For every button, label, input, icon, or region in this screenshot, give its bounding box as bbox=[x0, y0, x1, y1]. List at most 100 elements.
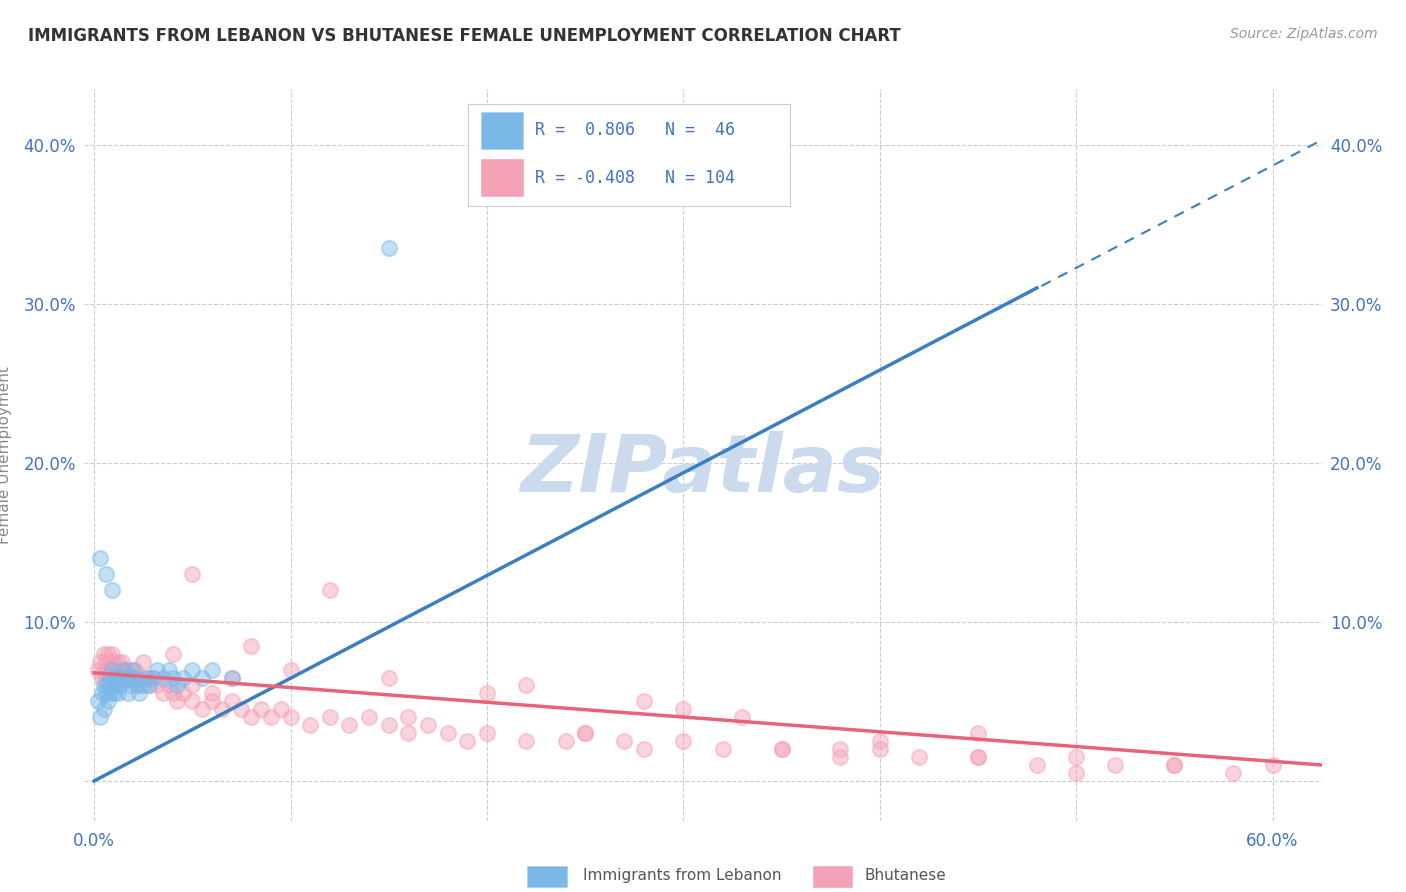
Point bbox=[111, 655, 134, 669]
Point bbox=[98, 655, 121, 669]
Point bbox=[101, 663, 124, 677]
Point bbox=[162, 671, 184, 685]
Point bbox=[260, 710, 283, 724]
Point bbox=[118, 663, 141, 677]
Point bbox=[830, 750, 852, 764]
Point bbox=[93, 647, 115, 661]
Text: ZIPatlas: ZIPatlas bbox=[520, 431, 886, 508]
Point bbox=[94, 686, 117, 700]
Point bbox=[101, 583, 124, 598]
Y-axis label: Female Unemployment: Female Unemployment bbox=[0, 366, 13, 544]
Point bbox=[221, 671, 243, 685]
Point bbox=[101, 647, 124, 661]
Point bbox=[240, 639, 263, 653]
Point bbox=[98, 686, 121, 700]
Point bbox=[111, 671, 134, 685]
Point bbox=[138, 678, 160, 692]
Point bbox=[142, 671, 165, 685]
Point bbox=[221, 694, 243, 708]
Point bbox=[574, 726, 596, 740]
Point bbox=[967, 750, 990, 764]
Point bbox=[1163, 758, 1185, 772]
Point bbox=[231, 702, 253, 716]
Point bbox=[967, 726, 990, 740]
Point bbox=[770, 742, 793, 756]
Point bbox=[166, 694, 188, 708]
Point bbox=[93, 663, 115, 677]
Point bbox=[181, 694, 204, 708]
Point bbox=[94, 655, 117, 669]
Point bbox=[1064, 750, 1087, 764]
Point bbox=[475, 686, 498, 700]
Point bbox=[191, 671, 214, 685]
Point bbox=[280, 710, 302, 724]
Text: Bhutanese: Bhutanese bbox=[865, 869, 946, 883]
Point bbox=[166, 678, 188, 692]
Point bbox=[117, 671, 139, 685]
Point bbox=[107, 686, 129, 700]
Point bbox=[108, 663, 131, 677]
Point bbox=[117, 686, 139, 700]
Point bbox=[181, 663, 204, 677]
Point bbox=[97, 647, 120, 661]
Point bbox=[103, 671, 125, 685]
Point bbox=[378, 718, 401, 732]
Point bbox=[240, 710, 263, 724]
Point bbox=[112, 671, 135, 685]
Point bbox=[378, 671, 401, 685]
Point bbox=[101, 663, 124, 677]
Point bbox=[91, 686, 114, 700]
Point bbox=[672, 734, 695, 748]
Point bbox=[157, 678, 180, 692]
Point bbox=[124, 663, 146, 677]
Point bbox=[731, 710, 754, 724]
Text: Immigrants from Lebanon: Immigrants from Lebanon bbox=[583, 869, 782, 883]
Point bbox=[98, 671, 121, 685]
Point bbox=[107, 655, 129, 669]
Point bbox=[101, 678, 124, 692]
Point bbox=[672, 702, 695, 716]
Point bbox=[89, 655, 111, 669]
Point bbox=[128, 686, 150, 700]
Point bbox=[104, 671, 127, 685]
Point bbox=[121, 671, 143, 685]
Point bbox=[122, 671, 145, 685]
Point bbox=[97, 678, 120, 692]
Point bbox=[1163, 758, 1185, 772]
Point bbox=[89, 710, 111, 724]
Point bbox=[152, 671, 174, 685]
Point bbox=[146, 678, 169, 692]
Point bbox=[132, 671, 155, 685]
Point bbox=[908, 750, 931, 764]
Point bbox=[132, 655, 155, 669]
Point bbox=[142, 671, 165, 685]
Point bbox=[128, 678, 150, 692]
Point bbox=[127, 678, 149, 692]
Point bbox=[299, 718, 322, 732]
Point bbox=[221, 671, 243, 685]
Point bbox=[162, 647, 184, 661]
Point bbox=[1064, 766, 1087, 780]
Point bbox=[280, 663, 302, 677]
Point bbox=[1222, 766, 1244, 780]
Point bbox=[211, 702, 233, 716]
Point bbox=[396, 710, 419, 724]
Point bbox=[132, 678, 155, 692]
Point bbox=[157, 663, 180, 677]
Point bbox=[87, 663, 110, 677]
Point bbox=[94, 671, 117, 685]
Point bbox=[103, 655, 125, 669]
Point bbox=[97, 694, 120, 708]
Text: IMMIGRANTS FROM LEBANON VS BHUTANESE FEMALE UNEMPLOYMENT CORRELATION CHART: IMMIGRANTS FROM LEBANON VS BHUTANESE FEM… bbox=[28, 27, 901, 45]
Point bbox=[319, 583, 342, 598]
Point bbox=[436, 726, 458, 740]
Point bbox=[633, 742, 655, 756]
Point bbox=[124, 671, 146, 685]
Point bbox=[152, 686, 174, 700]
Point bbox=[93, 702, 115, 716]
Point bbox=[967, 750, 990, 764]
Point bbox=[1025, 758, 1047, 772]
Point bbox=[136, 671, 159, 685]
Point bbox=[108, 671, 131, 685]
Point bbox=[87, 694, 110, 708]
